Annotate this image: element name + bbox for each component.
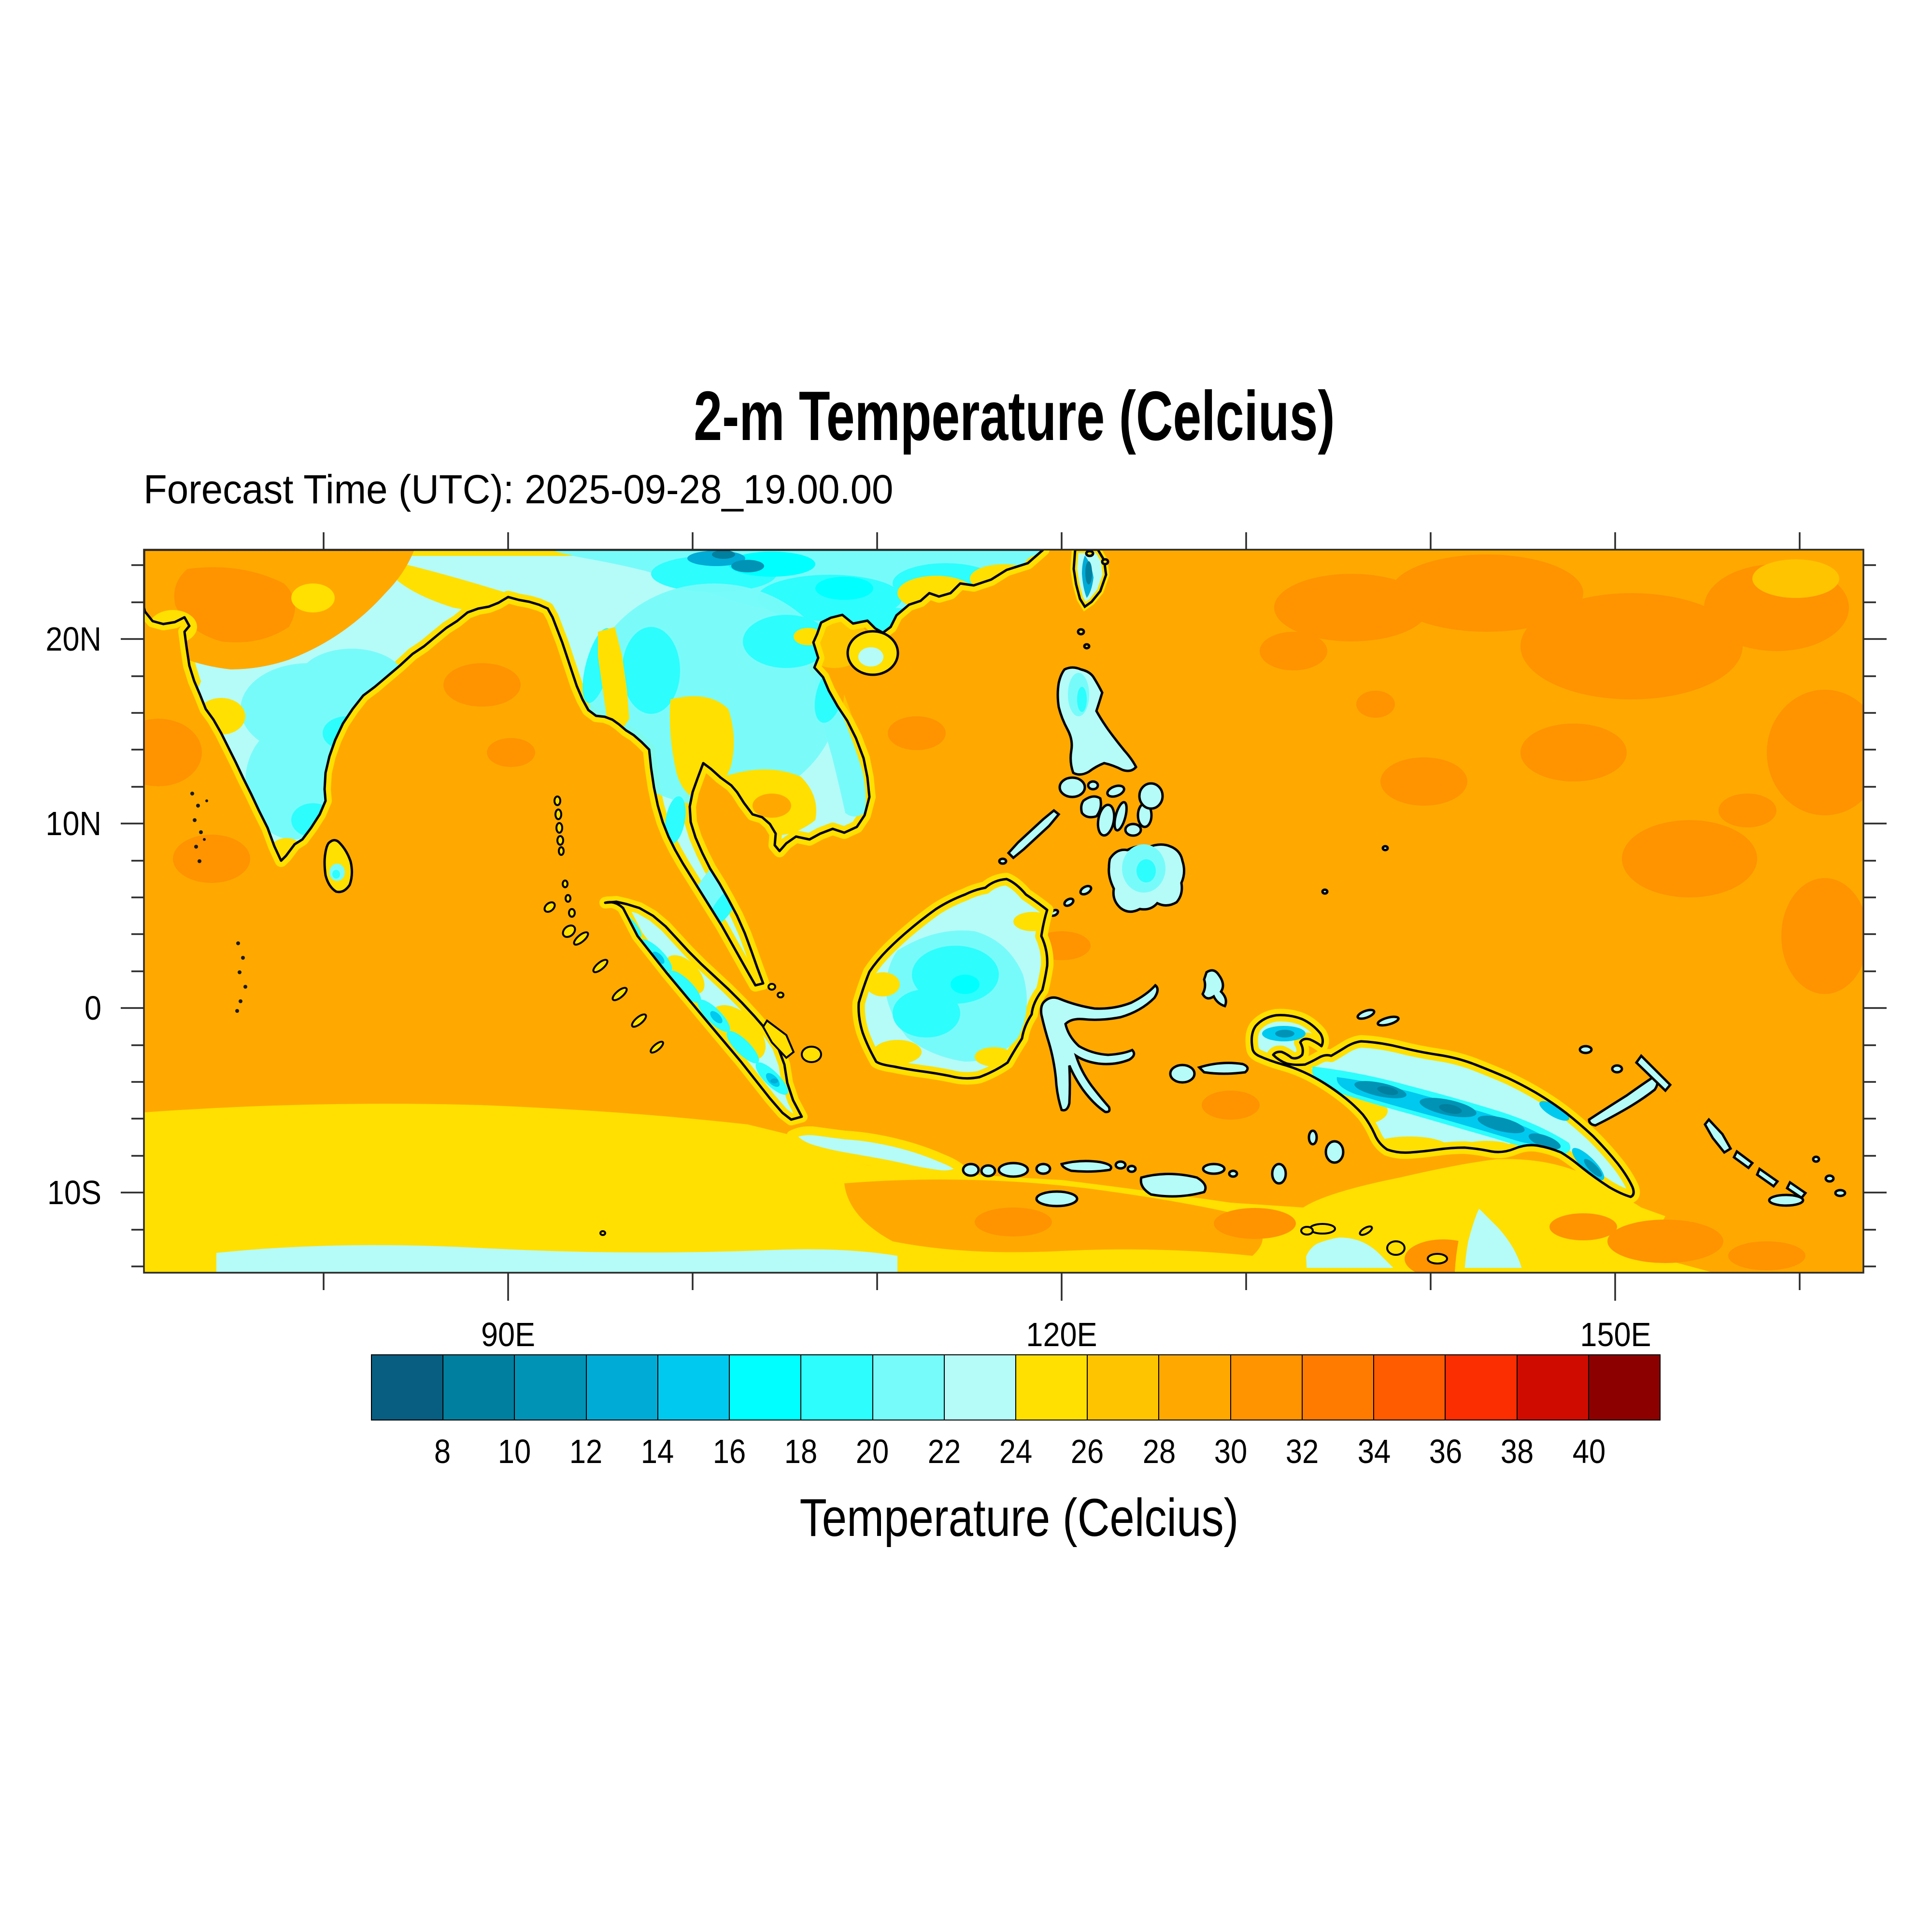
- colorbar-cell-10: [1088, 1355, 1160, 1420]
- colorbar-cell-2: [515, 1355, 587, 1420]
- lon-tick-label-150E: 150E: [1580, 1316, 1651, 1353]
- colorbar-cell-16: [1517, 1355, 1589, 1420]
- colorbar-cell-3: [586, 1355, 658, 1420]
- ocean-orange-south-java: [844, 1179, 1263, 1256]
- land-borneo: [859, 879, 1052, 1079]
- map-frame: [121, 532, 1887, 1301]
- lon-tick-label-90E: 90E: [481, 1316, 536, 1353]
- land-new-guinea: [1252, 1015, 1634, 1197]
- lat-tick-label-10S: 10S: [47, 1174, 101, 1211]
- colorbar-cell-6: [801, 1355, 873, 1420]
- colorbar-tick-label: 16: [712, 1433, 746, 1470]
- colorbar-tick-label: 18: [784, 1433, 818, 1470]
- ocean-warm-pockets: [144, 554, 1863, 1273]
- lat-tick-label-0: 0: [84, 989, 101, 1027]
- land-australia-north: [1296, 1204, 1534, 1273]
- colorbar-tick-label: 32: [1286, 1433, 1319, 1470]
- colorbar-cell-15: [1446, 1355, 1518, 1420]
- colorbar-cell-17: [1589, 1355, 1660, 1420]
- lat-tick-label-10N: 10N: [45, 805, 101, 842]
- colorbar-cell-0: [372, 1355, 444, 1420]
- island-dots-andaman-maldives: [190, 792, 576, 1013]
- land-java-lesser-sundas: [787, 1131, 1345, 1208]
- colorbar-tick-labels: 8 10 12 14 16 18 20 22 24 26 28 30 32 34 36 38 40: [371, 1435, 1661, 1470]
- colorbar-tick-label: 24: [999, 1433, 1033, 1470]
- colorbar-tick-label: 22: [927, 1433, 961, 1470]
- land-sulawesi-maluku: [1040, 969, 1400, 1113]
- colorbar-tick-label: 10: [497, 1433, 531, 1470]
- colorbar-tick-label: 14: [641, 1433, 674, 1470]
- colorbar-tick-label: 40: [1572, 1433, 1605, 1470]
- colorbar-tick-label: 38: [1501, 1433, 1534, 1470]
- land-philippines: [998, 550, 1185, 917]
- colorbar-cell-1: [443, 1355, 515, 1420]
- colorbar-tick-label: 34: [1357, 1433, 1391, 1470]
- colorbar-tick-label: 28: [1142, 1433, 1176, 1470]
- colorbar-cell-8: [944, 1355, 1016, 1420]
- philippines-highlands: [1068, 673, 1165, 893]
- colorbar-cell-13: [1302, 1355, 1375, 1420]
- colorbar-tick-label: 8: [434, 1433, 451, 1470]
- page-title: 2-m Temperature (Celcius): [694, 377, 1335, 455]
- colorbar-title: Temperature (Celcius): [799, 1488, 1239, 1548]
- colorbar-tick-label: 12: [569, 1433, 603, 1470]
- colorbar-tick-label: 36: [1429, 1433, 1463, 1470]
- colorbar-cell-12: [1231, 1355, 1303, 1420]
- colorbar-cell-7: [873, 1355, 945, 1420]
- colorbar: [371, 1354, 1661, 1421]
- colorbar-cell-9: [1016, 1355, 1088, 1420]
- colorbar-cell-11: [1159, 1355, 1231, 1420]
- ocean-cool-strip-south: [216, 1245, 897, 1273]
- land-sumatra: [605, 902, 802, 1120]
- colorbar-tick-label: 20: [856, 1433, 889, 1470]
- land-sumatra-offshore-islands: [543, 901, 822, 1236]
- colorbar-cell-14: [1374, 1355, 1446, 1420]
- land-sri-lanka: [323, 839, 354, 894]
- forecast-time-label: Forecast Time (UTC): 2025-09-28_19.00.00: [143, 467, 894, 512]
- colorbar-tick-label: 30: [1214, 1433, 1248, 1470]
- lat-tick-label-20N: 20N: [45, 620, 101, 658]
- colorbar-tick-label: 26: [1071, 1433, 1104, 1470]
- colorbar-cell-5: [730, 1355, 802, 1420]
- lon-tick-label-120E: 120E: [1026, 1316, 1097, 1353]
- colorbar-cell-4: [658, 1355, 730, 1420]
- land-bismarck-solomons: [1321, 845, 1847, 1207]
- temperature-map-plot: [121, 532, 1887, 1301]
- land-hainan: [846, 630, 899, 676]
- land-taiwan: [1070, 550, 1110, 612]
